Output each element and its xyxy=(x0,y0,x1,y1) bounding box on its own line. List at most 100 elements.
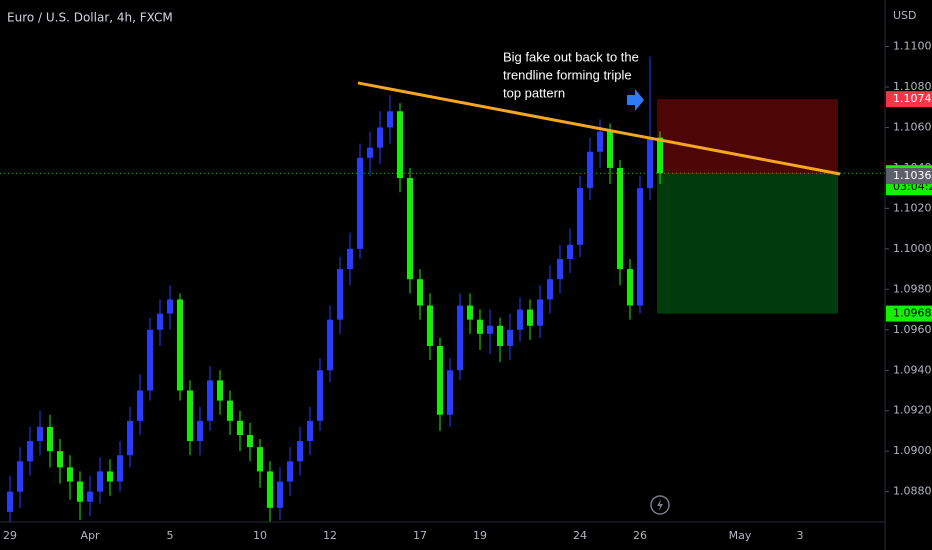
candle-body xyxy=(487,325,493,334)
candle-body xyxy=(397,111,403,179)
annotation: top pattern xyxy=(503,85,565,100)
x-tick-label: Apr xyxy=(80,529,100,542)
candle-body xyxy=(557,258,563,280)
plot-area xyxy=(0,56,885,522)
candle-body xyxy=(407,178,413,280)
candle-body xyxy=(177,299,183,391)
candle-body xyxy=(277,481,283,508)
candle-body xyxy=(607,131,613,168)
price-badge xyxy=(886,168,932,185)
x-tick-label: 19 xyxy=(473,529,487,542)
candle-body xyxy=(517,309,523,330)
candle-body xyxy=(197,420,203,442)
candle-body xyxy=(627,269,633,306)
y-tick-label: 1.11000 xyxy=(893,40,932,53)
candle-body xyxy=(167,299,173,314)
candle-body xyxy=(547,279,553,300)
candle-body xyxy=(257,447,263,472)
candle-body xyxy=(367,147,373,158)
candle-body xyxy=(587,151,593,189)
candle-body xyxy=(567,244,573,259)
candle-body xyxy=(107,471,113,482)
candle-body xyxy=(427,305,433,346)
candle-body xyxy=(127,420,133,456)
candle-body xyxy=(57,451,63,468)
candle-body xyxy=(647,137,653,189)
candle-body xyxy=(377,127,383,148)
price-badge xyxy=(886,305,932,322)
candle-body xyxy=(307,420,313,442)
candle-body xyxy=(637,188,643,306)
x-tick-label: 10 xyxy=(253,529,267,542)
candle-body xyxy=(317,370,323,421)
x-tick-label: 17 xyxy=(413,529,427,542)
candle-body xyxy=(37,426,43,442)
candle-body xyxy=(147,329,153,391)
x-tick-label: 5 xyxy=(167,529,174,542)
x-tick-label: May xyxy=(729,529,752,542)
lightning-icon[interactable] xyxy=(650,495,670,515)
trendline xyxy=(357,81,841,176)
candle-body xyxy=(207,380,213,421)
price-badge xyxy=(886,91,932,108)
y-tick-label: 1.10600 xyxy=(893,120,932,133)
x-tick-label: 3 xyxy=(797,529,804,542)
x-tick-label: 24 xyxy=(573,529,587,542)
candle-body xyxy=(137,390,143,421)
candle-body xyxy=(327,319,333,371)
price-badge-label: 1.10360 xyxy=(893,169,932,182)
y-tick-label: 1.08800 xyxy=(893,485,932,498)
candle-body xyxy=(507,329,513,346)
x-tick-label: 29 xyxy=(3,529,17,542)
candle-body xyxy=(457,305,463,371)
candle-body xyxy=(17,461,23,492)
y-tick-label: 1.09800 xyxy=(893,282,932,295)
candle-body xyxy=(347,248,353,270)
candle-body xyxy=(417,279,423,306)
candle-body xyxy=(467,305,473,320)
y-tick-label: 1.09200 xyxy=(893,404,932,417)
y-tick-label: 1.10800 xyxy=(893,80,932,93)
candle-body xyxy=(497,325,503,346)
annotation: Big fake out back to the xyxy=(503,49,639,64)
price-badge-label: 1.09680 xyxy=(893,307,932,320)
candle-body xyxy=(357,157,363,249)
candle-body xyxy=(237,420,243,435)
candle-body xyxy=(187,390,193,442)
candle-body xyxy=(87,491,93,502)
candle-body xyxy=(437,345,443,415)
y-tick-label: 1.09000 xyxy=(893,444,932,457)
candle-body xyxy=(477,319,483,334)
candle-body xyxy=(387,111,393,128)
candle-body xyxy=(217,380,223,401)
candle-body xyxy=(77,481,83,502)
annotation: trendline forming triple xyxy=(503,67,632,82)
x-tick-label: 26 xyxy=(633,529,647,542)
candle-body xyxy=(97,471,103,492)
y-tick-label: 1.09400 xyxy=(893,363,932,376)
chart-title: Euro / U.S. Dollar, 4h, FXCM xyxy=(7,11,173,25)
currency-label: USD xyxy=(893,9,917,22)
candle-body xyxy=(7,491,13,512)
candle-body xyxy=(617,167,623,270)
stop-zone xyxy=(657,99,838,174)
candle-body xyxy=(117,455,123,482)
candle-body xyxy=(537,299,543,326)
candle-body xyxy=(287,461,293,482)
x-tick-label: 12 xyxy=(323,529,337,542)
y-tick-label: 1.10000 xyxy=(893,242,932,255)
candle-body xyxy=(267,471,273,508)
candle-body xyxy=(297,441,303,462)
candle-body xyxy=(67,467,73,482)
candle-body xyxy=(27,441,33,462)
candle-body xyxy=(47,426,53,452)
candle-body xyxy=(247,435,253,448)
candle-body xyxy=(527,309,533,326)
y-tick-label: 1.09600 xyxy=(893,323,932,336)
target-zone xyxy=(657,173,838,314)
candle-body xyxy=(337,269,343,320)
candle-body xyxy=(597,131,603,152)
candle-body xyxy=(577,188,583,245)
